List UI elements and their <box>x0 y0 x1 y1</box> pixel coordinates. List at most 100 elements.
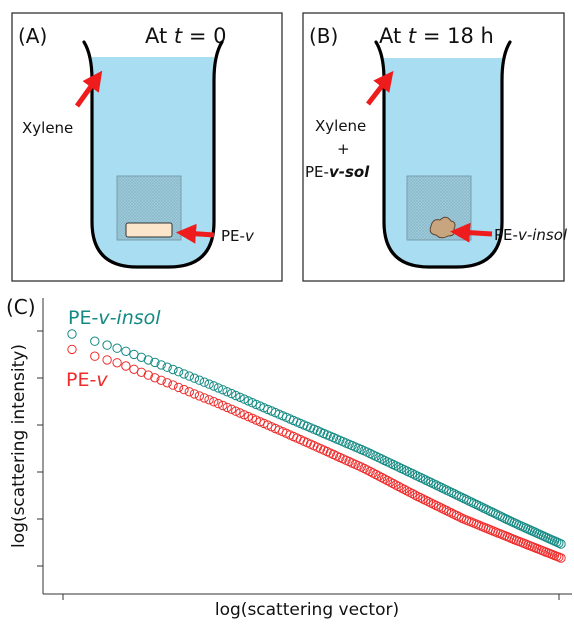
data-point <box>545 534 555 544</box>
data-point <box>173 367 184 377</box>
data-point <box>204 395 214 405</box>
x-ticks <box>62 594 560 600</box>
data-point <box>67 329 77 339</box>
panel-b-solvent-line2: + <box>337 140 350 158</box>
data-point <box>410 470 420 480</box>
series-pe-v-insol <box>67 329 566 549</box>
data-point <box>418 494 428 504</box>
data-point <box>235 392 245 402</box>
panel-a-title-var: t <box>174 24 183 48</box>
data-point <box>399 484 409 494</box>
data-point <box>168 380 178 390</box>
panel-a-xylene-arrow <box>74 70 103 108</box>
data-point <box>204 379 214 389</box>
data-point <box>423 496 433 507</box>
data-point <box>436 482 446 493</box>
data-point <box>235 408 245 418</box>
data-point <box>436 503 446 513</box>
data-point <box>459 493 469 504</box>
data-point <box>543 533 553 543</box>
data-point <box>231 390 241 401</box>
legend-label-pe-v: PE-v <box>66 369 108 391</box>
data-point <box>434 502 444 512</box>
data-point <box>382 475 393 486</box>
panel-b-letter: (B) <box>309 24 338 48</box>
legend-insol-suffix: v-insol <box>98 307 161 329</box>
data-point <box>402 486 412 496</box>
data-point <box>426 477 436 488</box>
data-point <box>454 491 464 501</box>
data-point <box>243 411 254 422</box>
panel-a-xylene-label: Xylene <box>22 119 73 137</box>
data-point <box>418 474 428 484</box>
data-point <box>121 346 131 356</box>
panel-a-sample-prefix: PE- <box>221 227 245 245</box>
legend-insol-prefix: PE- <box>68 307 98 329</box>
data-point <box>446 487 457 498</box>
data-point <box>156 360 166 370</box>
data-point <box>231 406 241 416</box>
data-point <box>520 523 531 533</box>
data-point <box>194 391 205 401</box>
panel-b-sample-label: PE-v-insol <box>494 226 568 244</box>
panel-a-sample-label: PE-v <box>221 227 255 245</box>
panel-b-sample-suffix: v-insol <box>518 226 568 244</box>
data-point <box>209 397 219 407</box>
data-point <box>388 478 398 489</box>
legend-label-pe-v-insol: PE-v-insol <box>68 307 161 329</box>
data-point <box>538 531 549 541</box>
data-point <box>102 340 112 350</box>
data-point <box>454 512 464 522</box>
panel-b-solvent-line3-prefix: PE- <box>305 163 329 181</box>
data-point <box>552 537 562 547</box>
data-point <box>239 410 249 420</box>
data-point <box>222 402 232 413</box>
data-point <box>136 367 147 377</box>
data-point <box>189 373 200 383</box>
data-point <box>162 378 172 388</box>
data-point <box>184 371 195 381</box>
data-point <box>150 357 160 368</box>
data-point <box>239 394 249 404</box>
panel-a-letter: (A) <box>18 24 47 48</box>
data-point <box>541 532 551 542</box>
data-point <box>456 492 467 502</box>
data-point <box>556 539 566 549</box>
data-point <box>449 488 459 499</box>
data-point <box>536 530 546 540</box>
data-point <box>428 499 439 509</box>
data-point <box>446 508 457 518</box>
data-point <box>173 382 184 393</box>
data-point <box>449 509 459 519</box>
panel-b-xylene-arrow <box>366 70 394 106</box>
panel-a-frame <box>11 12 283 282</box>
panel-a-sample-film <box>125 222 173 238</box>
series-layer <box>67 329 566 563</box>
data-point <box>162 362 172 372</box>
data-point <box>150 373 160 383</box>
legend-v-prefix: PE- <box>66 369 96 391</box>
series-pe-v <box>67 344 566 563</box>
data-point <box>213 383 224 393</box>
panel-a-title-prefix: At <box>145 24 174 48</box>
data-point <box>179 384 189 395</box>
panel-b-solvent-line3: PE-v-sol <box>305 163 370 181</box>
data-point <box>365 466 375 477</box>
data-point <box>209 381 219 391</box>
panel-b-solvent-line3-suffix: v-sol <box>329 163 370 181</box>
data-point <box>218 400 228 411</box>
panel-a-title: At t = 0 <box>145 24 226 48</box>
data-point <box>199 377 210 387</box>
x-axis-label: log(scattering vector) <box>215 600 399 620</box>
data-point <box>156 375 166 385</box>
data-point <box>461 495 472 505</box>
data-point <box>102 355 112 365</box>
data-point <box>385 477 395 487</box>
panel-b-title-prefix: At <box>379 24 408 48</box>
panel-b: (B) At t = 18 h Xylene + PE-v-sol PE-v-i… <box>302 12 568 282</box>
data-point <box>143 370 154 380</box>
panel-c-letter: (C) <box>6 295 36 319</box>
panel-a: (A) At t = 0 Xylene PE-v <box>11 12 283 282</box>
data-point <box>112 343 122 353</box>
